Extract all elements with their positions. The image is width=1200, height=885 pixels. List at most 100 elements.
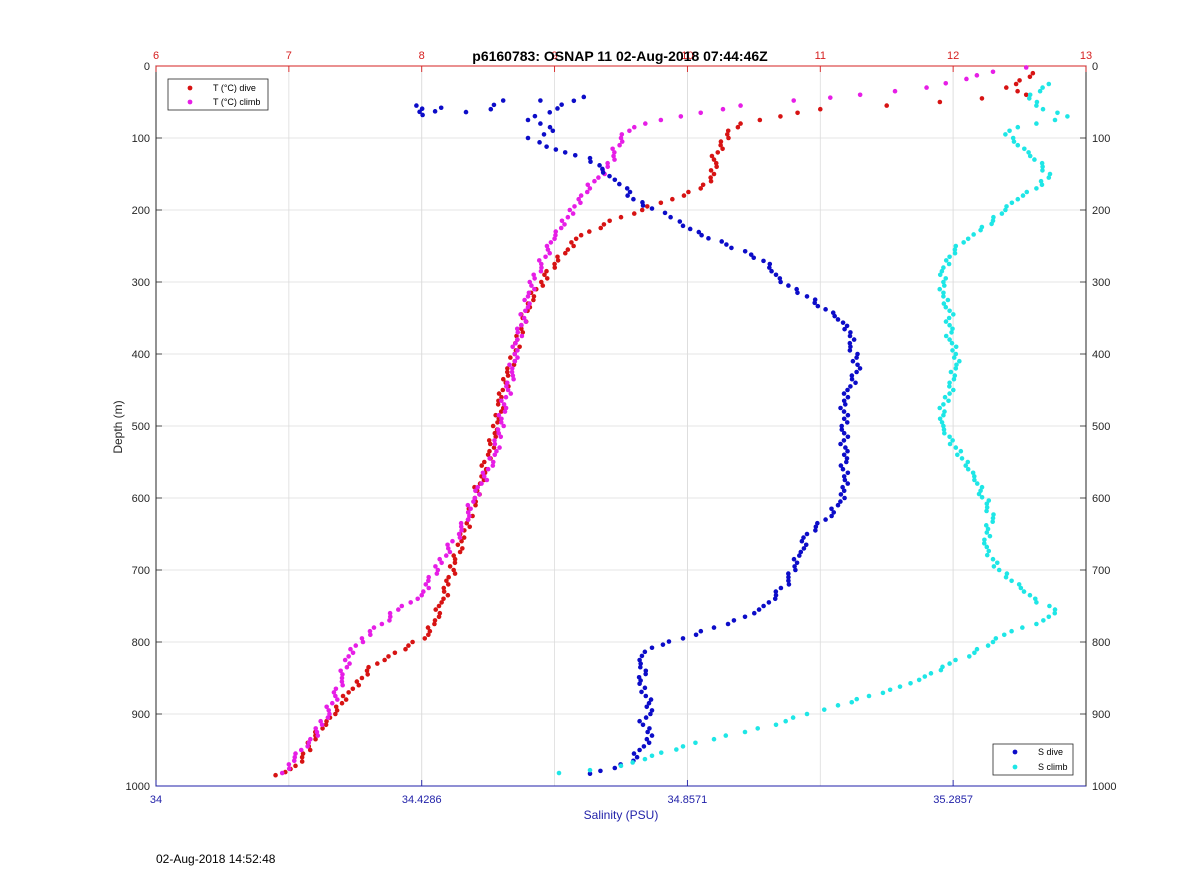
data-point — [1046, 175, 1052, 180]
data-point — [305, 744, 310, 749]
data-point — [725, 621, 731, 627]
data-point — [347, 661, 352, 666]
data-point — [1052, 607, 1058, 612]
data-point — [773, 592, 779, 598]
data-point — [1038, 178, 1044, 184]
data-point — [490, 423, 496, 429]
data-point — [941, 290, 946, 296]
data-point — [984, 505, 990, 510]
data-point — [947, 337, 952, 342]
data-point — [887, 687, 893, 693]
grid — [155, 65, 1087, 787]
data-point — [795, 110, 800, 116]
data-point — [990, 69, 996, 75]
data-point — [786, 574, 791, 580]
data-point — [547, 250, 553, 256]
data-point — [793, 567, 798, 573]
data-point — [755, 726, 761, 731]
data-point — [493, 412, 498, 418]
data-point — [646, 740, 652, 746]
data-point — [773, 272, 779, 278]
data-point — [552, 236, 557, 242]
data-point — [958, 448, 964, 454]
data-point — [857, 92, 863, 98]
data-point — [291, 758, 297, 764]
data-point — [947, 384, 952, 389]
data-point — [339, 679, 345, 684]
data-point — [668, 214, 673, 220]
data-point — [499, 416, 504, 422]
data-point — [952, 247, 958, 252]
data-point — [592, 178, 597, 184]
data-point — [1034, 621, 1039, 627]
data-point — [503, 394, 509, 400]
data-point — [951, 312, 956, 317]
data-point — [778, 279, 783, 285]
data-point — [941, 294, 946, 299]
data-point — [630, 760, 635, 765]
data-point — [709, 153, 715, 159]
y-tick-label-left: 600 — [132, 493, 150, 505]
data-point — [531, 272, 536, 278]
data-point — [835, 703, 841, 708]
data-point — [965, 236, 971, 242]
data-point — [526, 290, 532, 296]
data-point — [504, 384, 509, 389]
data-point — [631, 196, 636, 202]
data-point — [318, 718, 323, 724]
x-top-tick-label: 11 — [815, 50, 826, 62]
data-point — [964, 76, 969, 82]
data-point — [1018, 585, 1024, 591]
series-t-c-climb — [279, 65, 1029, 776]
data-point — [838, 492, 844, 497]
data-point — [790, 715, 796, 720]
data-point — [562, 150, 568, 155]
data-point — [492, 430, 498, 436]
data-point — [990, 639, 996, 645]
data-point — [670, 196, 675, 202]
data-point — [498, 420, 504, 425]
data-point — [978, 488, 983, 494]
data-point — [1027, 592, 1033, 598]
data-point — [504, 369, 510, 375]
data-point — [521, 315, 527, 321]
data-point — [472, 484, 477, 490]
data-point — [942, 430, 947, 436]
data-point — [849, 373, 855, 378]
chart-title: p6160783: OSNAP 11 02-Aug-2018 07:44:46Z — [472, 48, 768, 64]
data-point — [500, 98, 506, 103]
legend-salinity: S dive S climb — [992, 743, 1074, 776]
data-point — [829, 506, 834, 512]
data-point — [584, 189, 590, 195]
data-point — [979, 484, 985, 490]
data-point — [555, 106, 560, 111]
data-point — [386, 654, 391, 659]
data-point — [842, 495, 847, 501]
y-tick-label-right: 700 — [1092, 565, 1110, 577]
data-point — [947, 380, 952, 386]
data-point — [842, 326, 847, 332]
data-point — [319, 722, 325, 728]
data-point — [708, 175, 713, 180]
data-point — [441, 585, 447, 591]
data-point — [348, 646, 353, 652]
data-point — [600, 166, 605, 172]
data-point — [496, 430, 502, 436]
data-point — [465, 510, 471, 515]
data-point — [631, 211, 637, 216]
data-point — [942, 394, 948, 400]
data-point — [851, 337, 857, 342]
data-point — [844, 420, 850, 425]
data-point — [324, 718, 329, 724]
data-point — [660, 642, 666, 647]
data-point — [993, 636, 999, 641]
data-point — [1003, 574, 1009, 580]
data-point — [658, 200, 664, 206]
data-point — [543, 254, 548, 260]
data-point — [491, 445, 497, 450]
data-point — [333, 711, 338, 717]
data-point — [693, 740, 698, 746]
data-point — [783, 718, 788, 724]
data-point — [1030, 70, 1036, 76]
data-point — [967, 654, 972, 659]
